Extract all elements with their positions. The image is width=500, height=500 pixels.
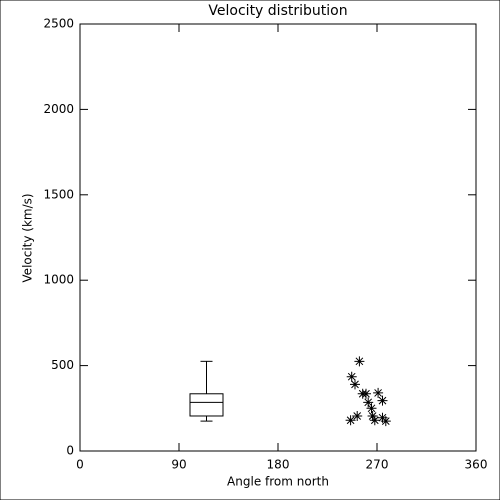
y-tick-label: 0 <box>66 444 74 458</box>
scatter-point <box>354 356 365 367</box>
x-tick-label: 90 <box>171 458 186 472</box>
x-tick-label: 180 <box>267 458 290 472</box>
y-tick-label: 1500 <box>43 187 74 201</box>
scatter-point <box>367 410 378 421</box>
y-tick-label: 500 <box>51 358 74 372</box>
scatter-point <box>345 415 356 426</box>
x-tick-label: 270 <box>366 458 389 472</box>
x-tick-label: 0 <box>76 458 84 472</box>
scatter-point <box>352 410 363 421</box>
chart-title: Velocity distribution <box>208 3 347 19</box>
y-tick-label: 2000 <box>43 102 74 116</box>
scatter-point <box>363 397 374 408</box>
scatter-point <box>361 388 371 399</box>
y-tick-label: 2500 <box>43 17 74 31</box>
scatter-point <box>380 416 391 427</box>
scatter-point <box>350 379 360 390</box>
x-tick-label: 360 <box>465 458 488 472</box>
box <box>189 393 224 417</box>
scatter-point <box>346 371 357 382</box>
y-axis-label: Velocity (km/s) <box>21 193 35 282</box>
scatter-point <box>366 403 377 414</box>
scatter-point <box>369 415 380 426</box>
x-axis-label: Angle from north <box>227 475 329 489</box>
scatter-point <box>377 395 388 406</box>
y-tick-label: 1000 <box>43 273 74 287</box>
scatter-point <box>373 387 384 398</box>
